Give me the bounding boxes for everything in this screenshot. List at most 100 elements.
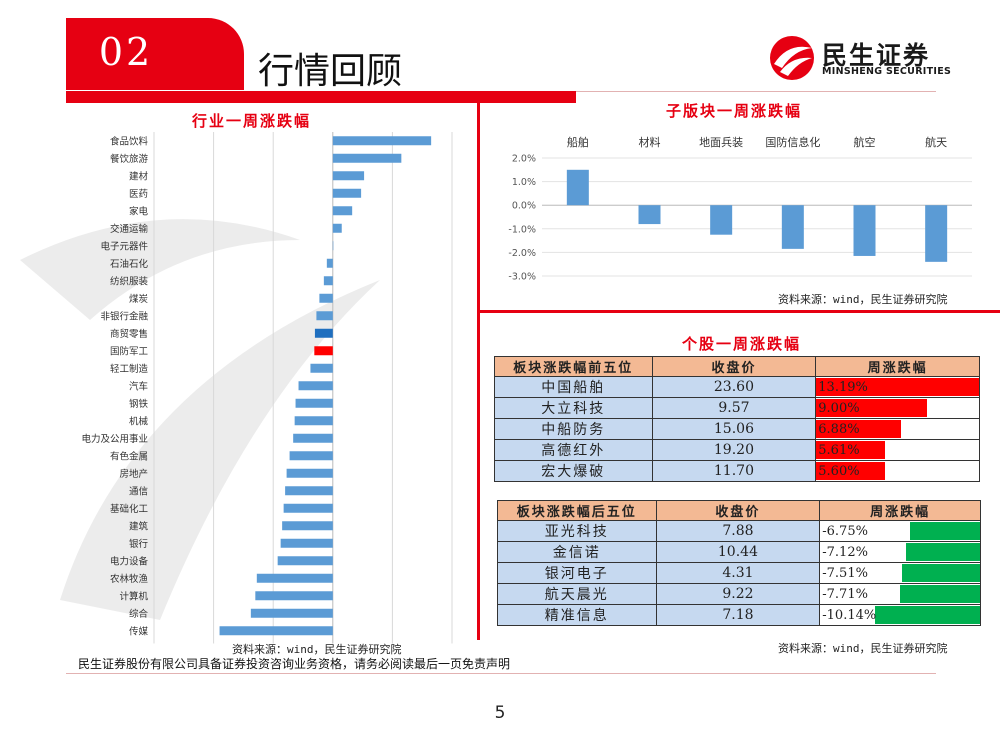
change-value: -6.75% [822, 524, 868, 539]
industry-chart-title: 行业一周涨跌幅 [192, 112, 312, 130]
stock-name: 高德红外 [494, 439, 653, 461]
col-header-bottom5-name: 板块涨跌幅后五位 [497, 500, 657, 521]
stock-name: 金信诺 [497, 541, 657, 563]
industry-category-label: 计算机 [119, 590, 148, 602]
bottom5-row: 航天晨光 9.22 -7.71% [497, 583, 981, 605]
industry-category-label: 基础化工 [110, 503, 149, 515]
industry-weekly-change-chart: -6%-4%-2%0%2%4%食品饮料餐饮旅游建材医药家电交通运输电子元器件石油… [81, 132, 453, 644]
change-value: -7.12% [822, 545, 868, 560]
industry-category-label: 食品饮料 [110, 135, 149, 147]
stock-name: 中船防务 [494, 418, 653, 440]
stock-name: 中国船舶 [494, 376, 653, 398]
industry-category-label: 建材 [129, 170, 149, 182]
subsector-y-tick-label: -2.0% [508, 248, 536, 259]
subsector-category-label: 航空 [854, 135, 876, 149]
close-price: 19.20 [651, 439, 817, 461]
industry-bar [255, 591, 333, 601]
industry-bar [326, 258, 333, 268]
change-databar [909, 522, 980, 540]
change-databar [816, 399, 928, 417]
industry-category-label: 汽车 [129, 380, 148, 392]
weekly-change-cell: 13.19% [815, 376, 980, 398]
subsector-category-label: 材料 [639, 135, 661, 149]
col-header-top5-name: 板块涨跌幅前五位 [494, 356, 653, 377]
subsector-category-label: 国防信息化 [765, 135, 820, 149]
industry-bar [332, 136, 432, 146]
weekly-change-cell: 9.00% [815, 397, 980, 419]
stock-name: 亚光科技 [497, 520, 657, 542]
industry-bar [289, 451, 333, 461]
stock-name: 银河电子 [497, 562, 657, 584]
industry-category-label: 商贸零售 [110, 328, 148, 340]
top5-table-header: 板块涨跌幅前五位 收盘价 周涨跌幅 [494, 356, 980, 377]
close-price: 7.18 [655, 604, 821, 626]
subsector-bar [925, 205, 948, 262]
subsector-y-tick-label: -3.0% [508, 272, 536, 283]
bottom5-row: 亚光科技 7.88 -6.75% [497, 520, 981, 542]
change-value: 5.60% [818, 464, 860, 479]
industry-bar [323, 276, 333, 286]
subsector-weekly-change-chart: 2.0% 1.0% 0.0% -1.0% -2.0% -3.0% 船舶 材料 地面兵装 国防信息化… [508, 135, 972, 283]
industry-category-label: 电子元器件 [100, 240, 148, 252]
industry-category-label: 钢铁 [129, 398, 149, 410]
stock-name: 宏大爆破 [494, 460, 653, 482]
industry-bar [319, 293, 333, 303]
change-databar [816, 441, 886, 459]
weekly-change-cell: -7.71% [819, 583, 981, 605]
industry-category-label: 非银行金融 [100, 310, 148, 322]
stock-name: 精准信息 [497, 604, 657, 626]
industry-category-label: 房地产 [119, 468, 148, 480]
weekly-change-cell: -7.51% [819, 562, 981, 584]
page-title: 行情回顾 [258, 51, 403, 92]
change-databar [901, 564, 980, 582]
subsector-bar [710, 205, 733, 235]
industry-category-label: 医药 [129, 189, 148, 200]
industry-category-label: 传媒 [129, 625, 149, 637]
change-value: 13.19% [818, 380, 868, 395]
bottom5-table: 板块涨跌幅后五位 收盘价 周涨跌幅 亚光科技 7.88 -6.75% 金信诺 10.44… [497, 500, 981, 626]
subsector-category-label: 船舶 [567, 135, 589, 149]
industry-bar [298, 381, 333, 391]
weekly-change-cell: -7.12% [819, 541, 981, 563]
industry-bar [316, 311, 333, 321]
industry-category-label: 餐饮旅游 [110, 153, 149, 165]
industry-bar [332, 188, 362, 198]
industry-category-label: 国防军工 [110, 345, 149, 357]
industry-bar [314, 346, 333, 356]
industry-category-label: 有色金属 [110, 450, 148, 462]
change-databar [816, 378, 979, 396]
industry-bar [283, 503, 333, 513]
change-value: 6.88% [818, 422, 860, 437]
bottom5-table-header: 板块涨跌幅后五位 收盘价 周涨跌幅 [497, 500, 981, 521]
industry-bar [219, 626, 333, 636]
industry-category-label: 家电 [129, 205, 149, 217]
stock-name: 大立科技 [494, 397, 653, 419]
change-value: -7.51% [822, 566, 868, 581]
industry-bar [332, 153, 402, 163]
industry-category-label: 轻工制造 [110, 363, 149, 375]
close-price: 11.70 [651, 460, 817, 482]
industry-category-label: 纺织服装 [110, 275, 149, 287]
top5-row: 宏大爆破 11.70 5.60% [494, 460, 980, 482]
panel-divider-horizontal [477, 310, 1000, 313]
industry-category-label: 综合 [129, 608, 149, 620]
stock-table-title: 个股一周涨跌幅 [682, 335, 802, 353]
industry-bar [332, 171, 365, 181]
panel-divider-vertical [477, 103, 480, 640]
change-databar [899, 585, 980, 603]
industry-bar [282, 521, 333, 531]
industry-bar [310, 363, 333, 373]
industry-category-label: 机械 [129, 415, 149, 427]
subsector-chart-title: 子版块一周涨跌幅 [666, 102, 803, 120]
industry-bar [285, 486, 333, 496]
section-number: 02 [98, 30, 154, 74]
industry-category-label: 电力及公用事业 [81, 433, 148, 445]
watermark-swoosh [20, 219, 380, 620]
weekly-change-cell: 5.60% [815, 460, 980, 482]
change-value: 5.61% [818, 443, 860, 458]
industry-category-label: 煤炭 [129, 293, 149, 305]
industry-bar [332, 241, 334, 251]
change-value: -10.14% [822, 608, 877, 623]
industry-bar [314, 328, 333, 338]
weekly-change-cell: -10.14% [819, 604, 981, 626]
